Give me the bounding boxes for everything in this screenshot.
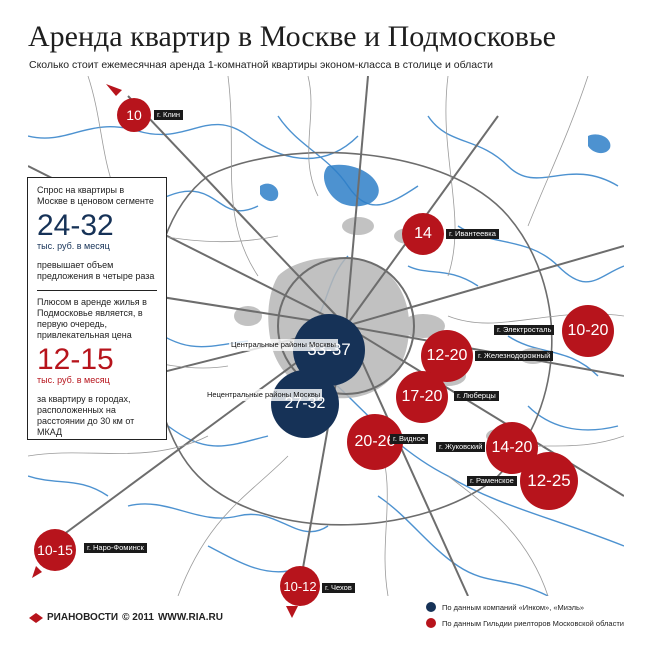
lyubertsy-label: г. Люберцы (454, 391, 499, 401)
page-subtitle: Сколько стоит ежемесячная аренда 1-комна… (29, 59, 493, 71)
zheleznodorozhny-label: г. Железнодорожный (475, 351, 554, 361)
copyright-text: © 2011 (122, 612, 154, 623)
ivanteevka-marker: 14 (402, 213, 444, 255)
info-box: Спрос на квартиры в Москве в ценовом сег… (27, 177, 167, 440)
chekhov-value: 10-12 (283, 578, 317, 594)
info-unit-blue: тыс. руб. в месяц (37, 241, 110, 251)
ramenskoe-label: г. Раменское (467, 476, 517, 486)
info-p4: за квартиру в городах, расположенных на … (37, 394, 135, 437)
naro-fominsk-label: г. Наро-Фоминск (84, 543, 147, 553)
ramenskoe-value: 12-25 (527, 471, 571, 490)
info-range-blue: 24-32 (37, 209, 114, 242)
moscow-noncentral-label: Нецентральные районы Москвы (205, 389, 323, 401)
info-unit-red: тыс. руб. в месяц (37, 375, 110, 385)
ria-logo-text: РИАНОВОСТИ (47, 612, 119, 623)
zhukovsky-value: 14-20 (491, 439, 533, 456)
klin-marker: 10 (117, 98, 151, 132)
arrow-chekhov-icon (286, 606, 298, 618)
info-range-red: 12-15 (37, 343, 114, 376)
moscow-central-label-text: Центральные районы Москвы (231, 340, 336, 349)
ramenskoe-marker: 12-25 (520, 452, 578, 510)
legend-red-label: По данным Гильдии риелторов Московской о… (442, 618, 624, 628)
arrow-naro-fominsk-icon (32, 566, 42, 578)
ria-logo: РИАНОВОСТИ © 2011 WWW.RIA.RU (29, 612, 223, 623)
klin-value: 10 (126, 107, 142, 123)
chekhov-marker: 10-12 (280, 566, 320, 606)
legend-item-red: По данным Гильдии риелторов Московской о… (426, 618, 624, 628)
info-p2: превышает объем предложения в четыре раз… (37, 260, 155, 281)
ivanteevka-value: 14 (414, 225, 432, 242)
ria-logo-icon (29, 612, 43, 623)
legend-item-blue: По данным компаний «Инком», «Миэль» (426, 602, 584, 612)
lyubertsy-marker: 17-20 (396, 371, 448, 423)
legend-blue-label: По данным компаний «Инком», «Миэль» (442, 602, 585, 612)
chekhov-label: г. Чехов (322, 583, 355, 593)
page-title: Аренда квартир в Москве и Подмосковье (28, 20, 556, 53)
info-p1: Спрос на квартиры в Москве в ценовом сег… (37, 185, 154, 206)
lyubertsy-value: 17-20 (401, 388, 443, 405)
vidnoe-label: г. Видное (390, 434, 429, 444)
moscow-central-label: Центральные районы Москвы (229, 339, 338, 351)
elektrostal-value: 10-20 (567, 322, 609, 339)
arrow-klin-icon (106, 84, 122, 96)
moscow-noncentral-label-text: Нецентральные районы Москвы (207, 390, 321, 399)
site-url: WWW.RIA.RU (157, 612, 223, 623)
legend-red-dot-icon (426, 618, 436, 628)
info-divider (37, 290, 157, 291)
zhukovsky-label: г. Жуковский (436, 442, 486, 452)
naro-fominsk-value: 10-15 (37, 542, 73, 558)
elektrostal-label: г. Электросталь (494, 325, 555, 335)
klin-label: г. Клин (154, 110, 184, 120)
ivanteevka-label: г. Ивантеевка (446, 229, 499, 239)
vidnoe-value: 20-26 (354, 433, 396, 450)
naro-fominsk-marker: 10-15 (34, 529, 76, 571)
elektrostal-marker: 10-20 (562, 305, 614, 357)
legend-blue-dot-icon (426, 602, 436, 612)
info-p3: Плюсом в аренде жилья в Подмосковье явля… (37, 297, 147, 340)
zheleznodorozhny-value: 12-20 (426, 347, 468, 364)
